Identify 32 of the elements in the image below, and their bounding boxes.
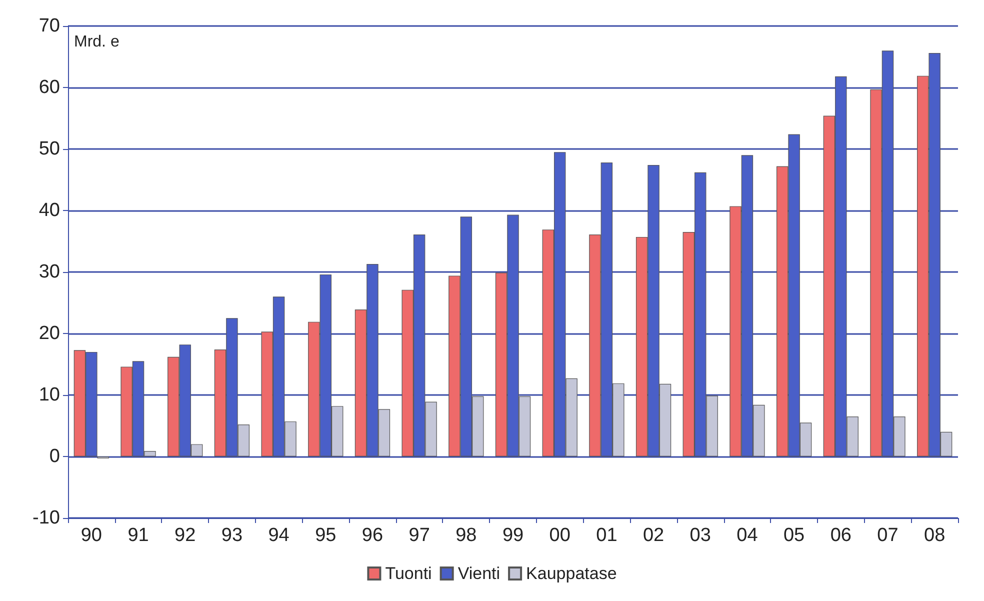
legend-label: Tuonti [385,564,432,583]
x-tick-label: 04 [736,525,758,546]
x-tick-label: 97 [408,525,430,546]
y-tick-label: -10 [32,508,60,528]
legend-label: Vienti [458,564,500,583]
x-tick-label: 03 [690,525,711,546]
x-tick-label: 01 [596,525,618,546]
x-tick-label: 90 [80,525,102,546]
y-axis-title: Mrd. e [74,34,120,50]
x-tick-label: 06 [830,525,852,546]
x-tick-label: 91 [128,525,149,546]
x-tick-label: 98 [456,525,477,546]
y-tick-label: 0 [49,446,60,467]
x-tick-label: 08 [924,525,946,546]
x-tick-label: 92 [174,525,196,546]
x-tick-label: 07 [877,525,898,546]
y-tick-label: 60 [38,77,60,98]
x-tick-label: 99 [502,525,524,546]
x-tick-label: 93 [221,525,243,546]
x-tick-label: 02 [642,525,664,546]
y-tick-label: 10 [38,384,60,406]
y-tick-label: 40 [38,200,60,221]
y-tick-label: 50 [38,138,60,160]
y-tick-label: 30 [38,262,60,282]
legend-label: Kauppatase [526,564,617,583]
x-tick-label: 96 [362,525,384,546]
y-tick-label: 70 [38,16,60,36]
x-tick-label: 05 [783,525,805,546]
x-tick-label: 00 [549,525,570,546]
x-tick-label: 94 [268,525,290,546]
y-tick-label: 20 [38,323,60,344]
x-tick-label: 95 [315,525,336,546]
